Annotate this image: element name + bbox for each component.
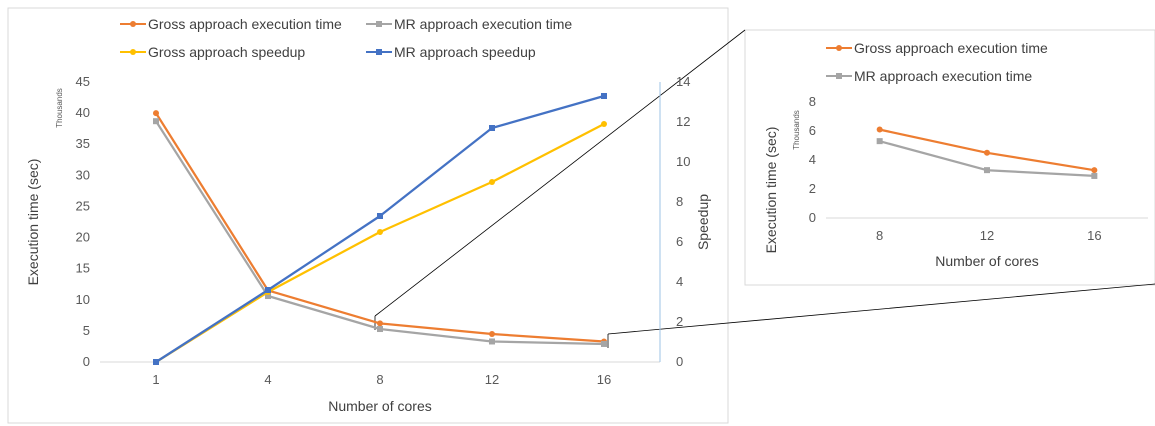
inset-y-tick-label: 8 [809,94,816,109]
main-y-tick-label: 5 [83,323,90,338]
main-y-tick-label: 30 [76,167,90,182]
main-y-tick-label: 10 [76,292,90,307]
inset-y-tick-label: 6 [809,123,816,138]
main-data-point-gross-approach-speedup [377,229,383,235]
main-x-tick-label: 12 [485,372,499,387]
inset-legend-label-mr-time: MR approach execution time [854,68,1032,84]
inset-legend-marker-mr-time [836,73,842,79]
main-data-point-gross-approach-execution-time [489,331,495,337]
main-y-tick-label: 0 [83,354,90,369]
inset-data-point-mr-approach-execution-time [876,138,883,145]
inset-data-point-mr-approach-execution-time [984,167,990,174]
main-y-tick-label: 45 [76,74,90,89]
main-y2-tick-label: 6 [676,234,683,249]
main-data-point-gross-approach-execution-time [153,110,159,117]
main-y2-tick-label: 14 [676,74,690,89]
inset-chart-frame [744,29,1155,286]
main-data-point-gross-approach-speedup [489,179,495,185]
inset-y-tick-label: 4 [809,152,816,167]
inset-y-tick-label: 0 [809,210,816,225]
main-data-point-gross-approach-execution-time [377,320,383,327]
main-x-tick-label: 4 [264,372,271,387]
main-data-point-mr-approach-execution-time [265,293,271,300]
inset-y-tick-label: 2 [809,181,816,196]
inset-x-tick-label: 12 [980,228,994,243]
main-y2-tick-label: 0 [676,354,683,369]
main-data-point-mr-approach-execution-time [489,338,495,345]
main-x-tick-label: 1 [152,372,159,387]
main-y-tick-label: 40 [76,105,90,120]
legend-marker-gross-speedup [130,49,136,55]
inset-legend-marker-gross-time [836,45,842,51]
inset-data-point-gross-approach-execution-time [876,126,883,133]
inset-data-point-gross-approach-execution-time [1091,167,1098,174]
legend-item-mr-time: MR approach execution time [366,16,572,32]
inset-legend-label-gross-time: Gross approach execution time [854,40,1048,56]
main-data-point-mr-approach-execution-time [377,326,383,333]
inset-x-tick-label: 8 [876,228,883,243]
main-data-point-mr-approach-speedup [489,125,495,131]
main-y-tick-label: 15 [76,261,90,276]
main-x-tick-label: 16 [597,372,611,387]
inset-legend: Gross approach execution time MR approac… [826,40,1048,84]
legend-item-gross-time: Gross approach execution time [120,16,342,32]
main-y2-tick-label: 10 [676,154,690,169]
main-legend: Gross approach execution time MR approac… [120,16,572,60]
main-y-axis-unit: Thousands [55,88,64,128]
main-y-tick-label: 35 [76,136,90,151]
main-y2-tick-label: 4 [676,274,683,289]
main-y-axis-title: Execution time (sec) [25,159,41,286]
main-y-tick-label: 25 [76,198,90,213]
legend-marker-gross-time [130,21,136,27]
main-data-point-mr-approach-speedup [377,213,383,219]
inset-x-tick-label: 16 [1087,228,1101,243]
legend-label-gross-speedup: Gross approach speedup [148,44,305,60]
legend-marker-mr-speedup [376,49,382,55]
main-data-point-mr-approach-execution-time [153,118,159,125]
zoom-connector-top [374,29,746,317]
main-y2-tick-label: 8 [676,194,683,209]
main-chart-frame [7,7,729,424]
legend-marker-mr-time [376,21,382,27]
inset-y-axis-unit: Thousands [792,110,801,150]
inset-plot-area: 0 2 4 6 8 8 12 16 [809,94,1148,243]
main-y2-tick-label: 12 [676,114,690,129]
legend-label-mr-time: MR approach execution time [394,16,572,32]
legend-label-mr-speedup: MR approach speedup [394,44,536,60]
inset-legend-item-mr-time: MR approach execution time [826,68,1032,84]
main-y2-axis-title: Speedup [695,194,711,250]
main-y2-tick-label: 2 [676,314,683,329]
inset-data-point-mr-approach-execution-time [1091,172,1098,179]
legend-label-gross-time: Gross approach execution time [148,16,342,32]
inset-x-axis-title: Number of cores [935,253,1038,269]
inset-data-point-gross-approach-execution-time [984,149,990,156]
inset-y-axis-title: Execution time (sec) [763,127,779,254]
inset-legend-item-gross-time: Gross approach execution time [826,40,1048,56]
main-x-axis-title: Number of cores [328,398,431,414]
main-y-tick-label: 20 [76,230,90,245]
main-x-tick-label: 8 [376,372,383,387]
main-data-point-mr-approach-speedup [153,359,159,365]
main-data-point-mr-approach-speedup [265,287,271,293]
main-data-point-gross-approach-speedup [601,121,607,127]
main-data-point-mr-approach-speedup [601,93,607,99]
main-data-point-mr-approach-execution-time [601,340,607,347]
legend-item-mr-speedup: MR approach speedup [366,44,536,60]
legend-item-gross-speedup: Gross approach speedup [120,44,305,60]
zoom-connector-bottom [607,283,1155,335]
